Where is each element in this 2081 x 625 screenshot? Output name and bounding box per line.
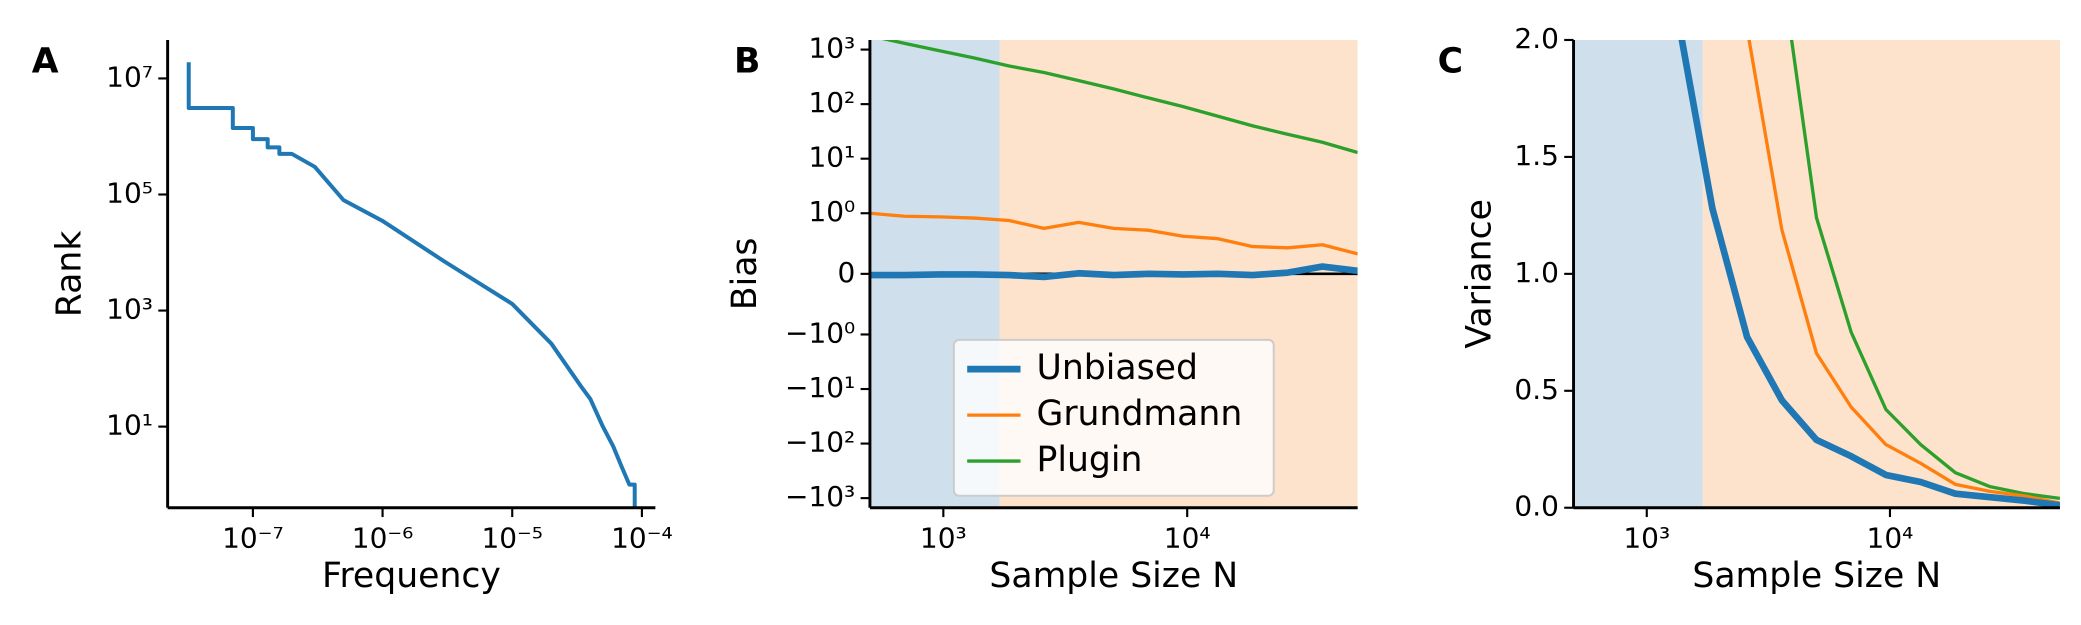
x-tick-label: 10³: [920, 522, 967, 555]
y-axis-label: Rank: [49, 231, 89, 318]
y-tick-label: 0.0: [1514, 490, 1558, 523]
y-tick-label: 10¹: [808, 141, 855, 174]
y-tick-label: 2.0: [1514, 22, 1558, 55]
data-line: [869, 211, 1358, 256]
panel-label: B: [734, 42, 760, 82]
y-tick-label: 10⁰: [808, 195, 855, 228]
x-axis-label: Frequency: [322, 556, 501, 596]
panel-label: A: [32, 42, 59, 82]
y-tick-label: 1.5: [1514, 139, 1558, 172]
x-tick-label: 10⁴: [1867, 522, 1914, 555]
y-tick-label: 10³: [106, 293, 153, 326]
legend-label: Plugin: [1037, 440, 1143, 480]
y-tick-label: −10⁰: [785, 316, 855, 349]
y-tick-label: 10³: [808, 32, 855, 65]
data-line: [1678, 39, 2060, 508]
x-axis-label: Sample Size N: [989, 556, 1238, 596]
y-axis-label: Variance: [1459, 199, 1499, 349]
data-line: [1747, 39, 2060, 505]
y-tick-label: 10²: [808, 86, 855, 119]
legend-label: Grundmann: [1037, 394, 1243, 434]
y-tick-label: 10⁷: [106, 60, 153, 93]
x-axis-label: Sample Size N: [1692, 556, 1941, 596]
legend-label: Unbiased: [1037, 348, 1198, 388]
data-line: [1789, 39, 2060, 501]
y-tick-label: 10⁵: [106, 176, 153, 209]
x-tick-label: 10³: [1623, 522, 1670, 555]
data-line: [186, 62, 637, 508]
x-tick-label: 10⁻⁶: [352, 522, 414, 555]
data-line: [869, 263, 1358, 281]
x-tick-label: 10⁻⁷: [222, 522, 284, 555]
data-line: [881, 39, 1358, 155]
y-tick-label: 0.5: [1514, 373, 1558, 406]
plot-area: [1573, 39, 2060, 508]
y-tick-label: 10¹: [106, 409, 153, 442]
shaded-span: [1573, 39, 1703, 508]
panel-label: C: [1438, 42, 1463, 82]
legend-box: [952, 338, 1275, 497]
y-tick-label: −10³: [785, 480, 855, 513]
y-tick-label: −10²: [785, 426, 855, 459]
plot-area: [186, 62, 637, 508]
x-tick-label: 10⁴: [1164, 522, 1211, 555]
y-tick-label: 0: [837, 256, 855, 289]
y-axis-label: Bias: [725, 238, 765, 311]
y-tick-label: 1.0: [1514, 256, 1558, 289]
x-tick-label: 10⁻⁴: [611, 522, 673, 555]
y-tick-label: −10¹: [785, 371, 855, 404]
x-tick-label: 10⁻⁵: [481, 522, 543, 555]
